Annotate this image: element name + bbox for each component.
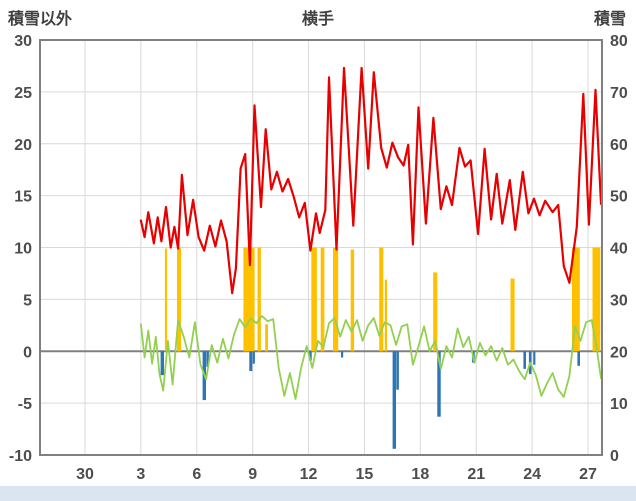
left-tick-label: 15 xyxy=(14,189,32,206)
right-tick-label: 20 xyxy=(610,344,628,361)
right-axis-title: 積雪 xyxy=(593,11,626,28)
x-tick-label: 3 xyxy=(136,466,145,483)
right-tick-label: 10 xyxy=(610,396,628,413)
x-tick-label: 27 xyxy=(579,466,597,483)
left-tick-label: -10 xyxy=(9,448,32,465)
right-tick-label: 80 xyxy=(610,33,628,50)
x-tick-label: 30 xyxy=(76,466,94,483)
right-tick-label: 70 xyxy=(610,85,628,102)
right-tick-label: 60 xyxy=(610,137,628,154)
right-tick-label: 30 xyxy=(610,292,628,309)
left-axis-title: 積雪以外 xyxy=(8,11,73,28)
right-tick-label: 0 xyxy=(610,448,619,465)
x-tick-label: 9 xyxy=(248,466,257,483)
right-tick-label: 40 xyxy=(610,241,628,258)
x-axis-labels: 30 3 6 9 12 15 18 21 24 27 xyxy=(76,466,597,483)
chart-title: 横手 xyxy=(301,11,334,28)
left-tick-label: 10 xyxy=(14,241,32,258)
left-tick-label: 20 xyxy=(14,137,32,154)
left-tick-label: -5 xyxy=(18,396,32,413)
y-axis-labels-left: 30 25 20 15 10 5 0 -5 -10 xyxy=(9,33,32,465)
left-tick-label: 30 xyxy=(14,33,32,50)
x-tick-label: 15 xyxy=(356,466,374,483)
left-tick-label: 0 xyxy=(23,344,32,361)
x-tick-label: 21 xyxy=(467,466,485,483)
footer-strip xyxy=(0,486,636,501)
plot-frame xyxy=(39,39,603,456)
orange-bars-series xyxy=(164,247,601,352)
x-tick-label: 18 xyxy=(411,466,429,483)
left-tick-label: 25 xyxy=(14,85,32,102)
green-line-series xyxy=(139,315,602,400)
x-tick-label: 24 xyxy=(523,466,541,483)
left-tick-label: 5 xyxy=(23,292,32,309)
red-line-series xyxy=(139,66,603,295)
x-tick-label: 12 xyxy=(300,466,318,483)
right-tick-label: 50 xyxy=(610,189,628,206)
y-axis-labels-right: 80 70 60 50 40 30 20 10 0 xyxy=(610,33,628,465)
x-tick-label: 6 xyxy=(192,466,201,483)
